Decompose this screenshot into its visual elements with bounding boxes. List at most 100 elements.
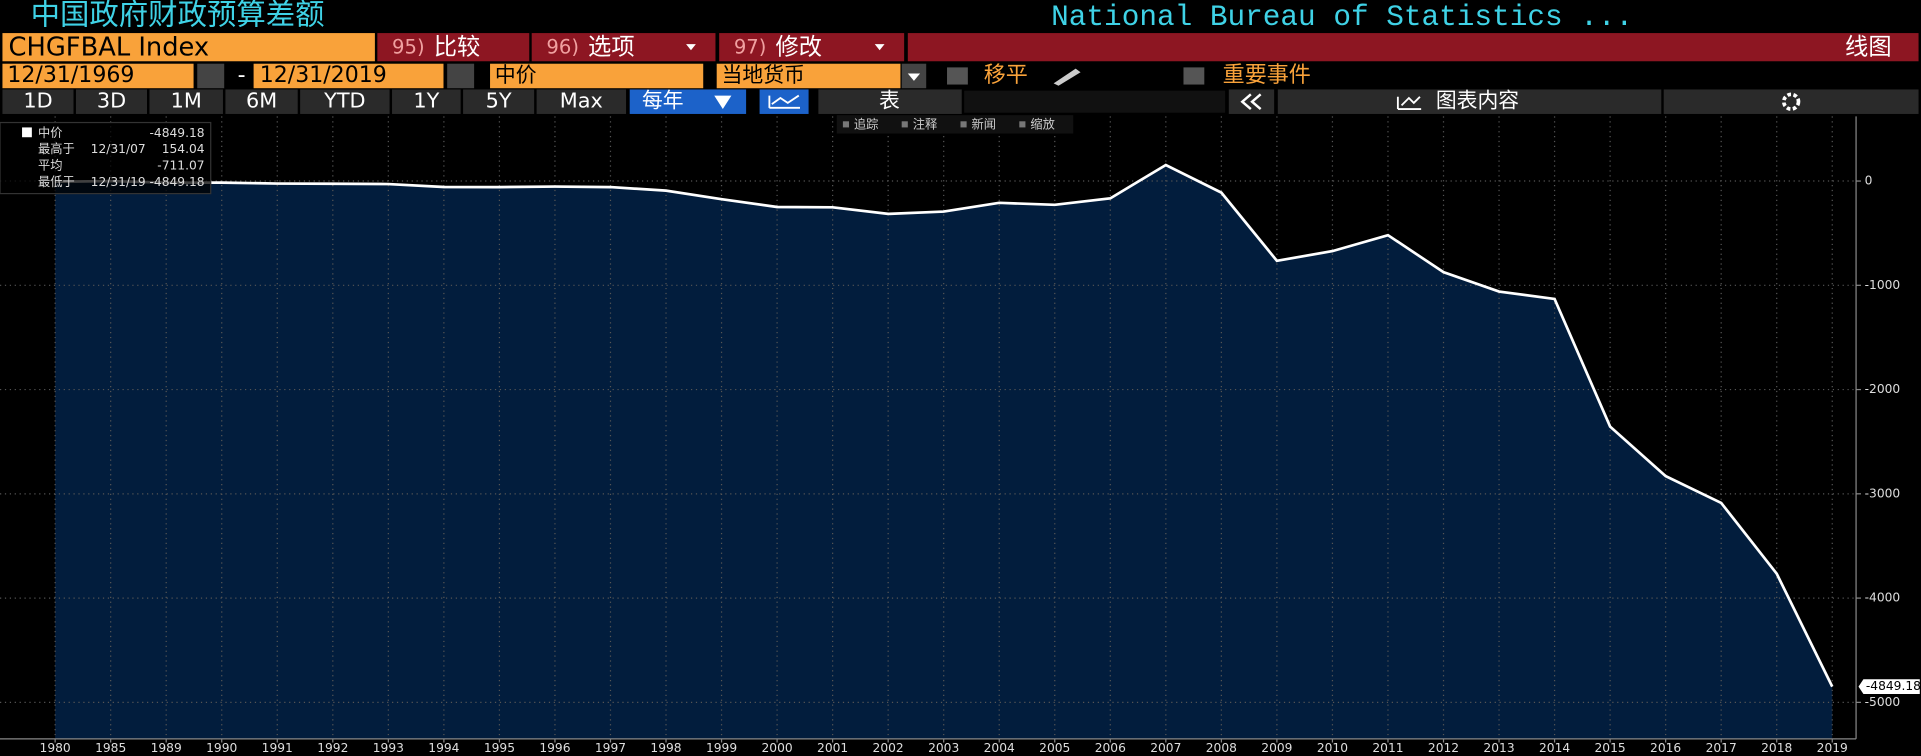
price-field-box[interactable] <box>490 63 704 89</box>
period-label: 1M <box>171 89 202 113</box>
x-tick-label: 2011 <box>1372 741 1403 755</box>
x-tick-label: 2015 <box>1595 741 1626 755</box>
end-date: 12/31/2019 <box>260 63 387 88</box>
x-tick-label: 2013 <box>1483 741 1514 755</box>
currency-box[interactable] <box>716 63 901 89</box>
calendar-icon[interactable] <box>197 63 225 89</box>
settings-button[interactable] <box>1663 89 1919 114</box>
period-button[interactable] <box>2 89 74 114</box>
price-field: 中价 <box>495 63 537 87</box>
x-tick-label: 1996 <box>539 741 570 755</box>
menu-label: 比较 <box>434 33 481 60</box>
x-tick-label: 1980 <box>40 741 71 755</box>
tool-dot[interactable] <box>1019 121 1026 128</box>
period-label: 3D <box>97 89 126 113</box>
checkbox[interactable] <box>1183 67 1205 85</box>
period-button[interactable] <box>392 89 461 114</box>
end-date-field[interactable] <box>253 63 444 89</box>
x-tick-label: 2001 <box>817 741 848 755</box>
legend-stat-value: -711.07 <box>157 159 204 173</box>
legend-last-value: -4849.18 <box>150 126 205 140</box>
y-tick-label: -2000 <box>1865 382 1901 396</box>
data-line <box>55 163 1834 688</box>
menu-button[interactable] <box>719 33 905 62</box>
tool-label[interactable]: 注释 <box>913 116 937 131</box>
calendar-icon[interactable] <box>447 63 475 89</box>
x-tick-label: 2014 <box>1539 741 1570 755</box>
period-button[interactable] <box>225 89 298 114</box>
ticker-field[interactable] <box>2 33 375 62</box>
dropdown-arrow <box>874 44 885 51</box>
x-tick-label: 2018 <box>1761 741 1792 755</box>
checkbox[interactable] <box>947 67 968 85</box>
tool-dot[interactable] <box>842 121 850 128</box>
menu-number: 97) <box>734 35 767 58</box>
period-label: YTD <box>323 89 365 113</box>
x-tick-label: 2016 <box>1650 741 1681 755</box>
tool-label[interactable]: 追踪 <box>854 116 878 131</box>
chart-style[interactable]: 线图 <box>1845 33 1892 60</box>
y-tick-label: -1000 <box>1865 278 1901 292</box>
x-tick-label: 2007 <box>1150 741 1181 755</box>
line-chart-button[interactable] <box>759 89 809 114</box>
chart-content-button[interactable] <box>1277 89 1662 114</box>
tool-label[interactable]: 新闻 <box>972 116 996 131</box>
menu-button[interactable] <box>377 33 530 62</box>
x-tick-label: 2002 <box>873 741 904 755</box>
input-field[interactable] <box>964 90 1226 113</box>
legend-stat-value: -4849.18 <box>150 175 205 189</box>
x-tick-label: 1995 <box>484 741 515 755</box>
table-button[interactable] <box>818 89 962 114</box>
menu-bar <box>907 33 1919 62</box>
date-separator: - <box>238 63 246 88</box>
x-tick-label: 1991 <box>262 741 293 755</box>
page-title: 中国政府财政预算差额 <box>31 0 325 31</box>
x-tick-label: 1993 <box>373 741 404 755</box>
legend-series: 中价 <box>38 125 62 140</box>
period-button[interactable] <box>75 89 148 114</box>
source: National Bureau of Statistics ... <box>1051 1 1633 34</box>
x-tick-label: 1997 <box>595 741 626 755</box>
period-button[interactable] <box>300 89 390 114</box>
x-tick-label: 1994 <box>428 741 459 755</box>
plot: 0 -1000 -2000 -3000 -4000 -5000 1980 1985 1989 19… <box>0 116 1921 755</box>
currency: 当地货币 <box>722 63 805 87</box>
menu-label: 修改 <box>776 33 823 60</box>
x-tick-label: 1998 <box>650 741 681 755</box>
tool-label[interactable]: 缩放 <box>1030 116 1054 131</box>
tool-dot[interactable] <box>901 121 908 128</box>
x-tick-label: 2017 <box>1706 741 1737 755</box>
period-button[interactable] <box>536 89 627 114</box>
chart-content-label: 图表内容 <box>1436 89 1519 113</box>
x-tick-label: 2012 <box>1428 741 1459 755</box>
y-tick-label: 0 <box>1865 174 1873 188</box>
x-tick-label: 2006 <box>1095 741 1126 755</box>
tool-dot[interactable] <box>960 121 967 128</box>
pencil-icon[interactable] <box>1053 68 1081 86</box>
y-tick-label: -3000 <box>1865 486 1901 500</box>
x-tick-label: 2008 <box>1206 741 1237 755</box>
line-icon <box>768 94 801 109</box>
menu-label: 选项 <box>588 33 635 60</box>
x-tick-label: 1999 <box>706 741 737 755</box>
last-value-tag <box>1858 679 1920 694</box>
menu-button[interactable] <box>531 33 716 62</box>
legend-stat-label: 平均 <box>38 159 62 173</box>
gear-icon <box>1781 92 1801 111</box>
period-label: Max <box>560 89 603 113</box>
legend-box <box>0 121 212 195</box>
ticker: CHGFBAL Index <box>9 32 210 62</box>
period-button[interactable] <box>149 89 223 114</box>
y-tick-label: -4000 <box>1865 591 1901 605</box>
legend-stat-label: 最低于 <box>38 175 75 189</box>
collapse-icon <box>1240 93 1262 110</box>
start-date-field[interactable] <box>2 63 194 89</box>
period-label: 5Y <box>486 89 512 113</box>
dropdown-arrow <box>686 44 696 51</box>
period-label: 1D <box>23 89 52 113</box>
table-label: 表 <box>879 89 900 113</box>
period-button[interactable] <box>463 89 535 114</box>
frequency: 每年 <box>642 89 684 113</box>
y-tick-label: -5000 <box>1865 695 1901 709</box>
